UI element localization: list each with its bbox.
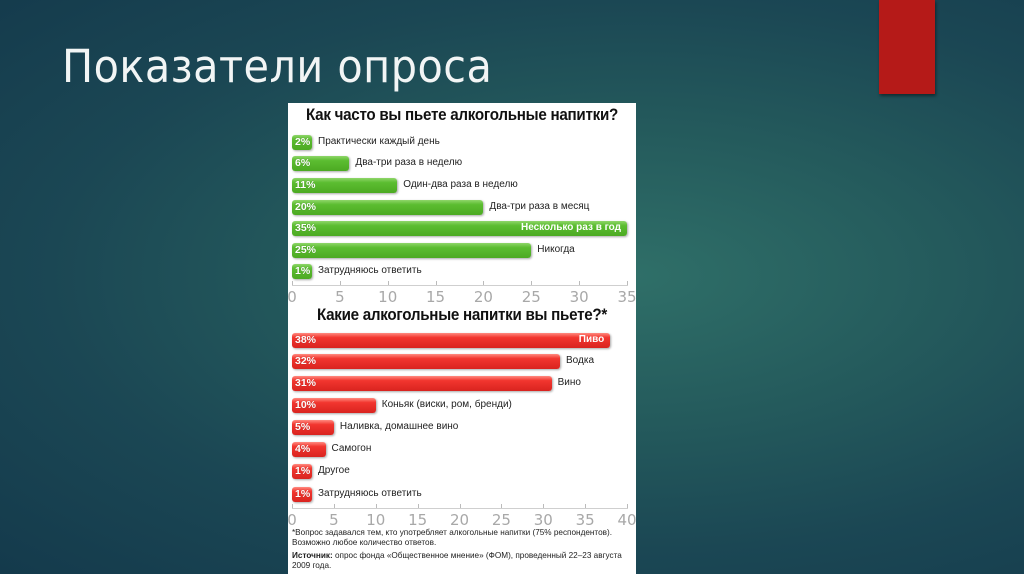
bar: 10%: [292, 398, 376, 413]
bar: 4%: [292, 442, 326, 457]
bar-category-label: Коньяк (виски, ром, бренди): [381, 399, 512, 410]
bar: 6%: [292, 156, 350, 171]
tick-mark: [333, 504, 335, 508]
tick-mark: [417, 504, 419, 508]
bar: 25%: [292, 243, 532, 258]
tick-mark: [627, 281, 628, 285]
bar-value: 31%: [295, 377, 317, 389]
tick-mark: [435, 281, 437, 285]
bar: 2%: [292, 135, 312, 150]
bar-value: 1%: [295, 465, 311, 477]
bar-category-label: Другое: [318, 465, 350, 476]
tick-label: 30: [533, 511, 553, 529]
survey-chart-panel: Как часто вы пьете алкогольные напитки? …: [287, 103, 637, 574]
footnote-source: Источник: опрос фонда «Общественное мнен…: [292, 551, 632, 571]
tick-label: 10: [378, 288, 398, 306]
axis-line: [292, 285, 628, 286]
tick-mark: [375, 504, 377, 508]
tick-label: 35: [575, 511, 595, 529]
bar-category-label: Два-три раза в неделю: [355, 157, 463, 168]
bar-value: 11%: [295, 179, 316, 191]
bar: 11%: [292, 178, 398, 193]
bar: 1%: [292, 464, 312, 479]
footnote-note: *Вопрос задавался тем, кто употребляет а…: [292, 528, 612, 547]
tick-label: 40: [617, 511, 637, 529]
tick-mark: [627, 504, 628, 508]
tick-label: 5: [335, 288, 345, 306]
bar: 1%: [292, 487, 312, 502]
bar: 38%: [292, 333, 611, 348]
tick-label: 15: [408, 511, 428, 529]
bar-value: 25%: [295, 244, 317, 256]
slide-title: Показатели опроса: [62, 40, 493, 93]
bar-value: 4%: [295, 443, 311, 455]
bar-category-label: Два-три раза в месяц: [489, 201, 590, 212]
accent-bar: [879, 0, 935, 94]
bar-category-label: Затрудняюсь ответить: [318, 265, 422, 276]
bar-category-label: Пиво: [578, 334, 605, 345]
bar-value: 2%: [295, 136, 311, 148]
tick-label: 25: [491, 511, 511, 529]
bar-value: 6%: [295, 157, 311, 169]
tick-mark: [459, 504, 461, 508]
tick-label: 10: [366, 511, 386, 529]
tick-mark: [531, 281, 533, 285]
tick-label: 30: [569, 288, 589, 306]
bar-category-label: Водка: [566, 355, 595, 366]
bar-category-label: Несколько раз в год: [520, 222, 621, 233]
tick-label: 15: [426, 288, 446, 306]
tick-mark: [501, 504, 503, 508]
chart-title-frequency: Как часто вы пьете алкогольные напитки?: [305, 106, 618, 124]
tick-mark: [387, 281, 389, 285]
bar: 31%: [292, 376, 552, 391]
tick-label: 35: [617, 288, 637, 306]
source-text: опрос фонда «Общественное мнение» (ФОМ),…: [292, 551, 622, 570]
tick-mark: [292, 504, 293, 508]
bar-value: 5%: [295, 421, 311, 433]
tick-label: 5: [329, 511, 339, 529]
tick-mark: [543, 504, 545, 508]
drinks-x-axis: 0 5 10 15 20 25 30 35 40: [287, 504, 637, 529]
tick-label: 20: [449, 511, 470, 529]
bar-category-label: Затрудняюсь ответить: [318, 488, 422, 499]
bar-value: 20%: [295, 201, 317, 213]
bar-category-label: Никогда: [537, 244, 575, 255]
tick-label: 25: [521, 288, 541, 306]
tick-mark: [585, 504, 587, 508]
tick-label: 0: [287, 288, 297, 306]
bar: 32%: [292, 354, 560, 369]
bar-category-label: Один-два раза в неделю: [403, 179, 518, 190]
tick-label: 0: [287, 511, 297, 529]
frequency-x-axis: 0 5 10 15 20 25 30 35: [287, 281, 637, 306]
bar: 5%: [292, 420, 334, 435]
bar-category-label: Наливка, домашнее вино: [339, 421, 459, 432]
bar-value: 38%: [295, 334, 317, 346]
bar-value: 32%: [295, 355, 317, 367]
tick-mark: [339, 281, 341, 285]
bar-category-label: Вино: [557, 377, 581, 388]
tick-mark: [483, 281, 485, 285]
bar-value: 10%: [295, 399, 317, 411]
bar-category-label: Самогон: [331, 443, 372, 454]
source-label: Источник:: [292, 551, 333, 560]
bar-category-label: Практически каждый день: [318, 136, 440, 147]
bar-value: 1%: [295, 265, 311, 277]
axis-line: [292, 508, 628, 509]
bar-value: 35%: [295, 222, 317, 234]
bar: 1%: [292, 264, 312, 279]
bar-value: 1%: [295, 488, 311, 500]
tick-label: 20: [473, 288, 493, 306]
chart-title-drinks: Какие алкогольные напитки вы пьете?*: [316, 306, 608, 324]
tick-mark: [579, 281, 581, 285]
tick-mark: [292, 281, 293, 285]
bar: 35%: [292, 221, 627, 236]
bar: 20%: [292, 200, 484, 215]
